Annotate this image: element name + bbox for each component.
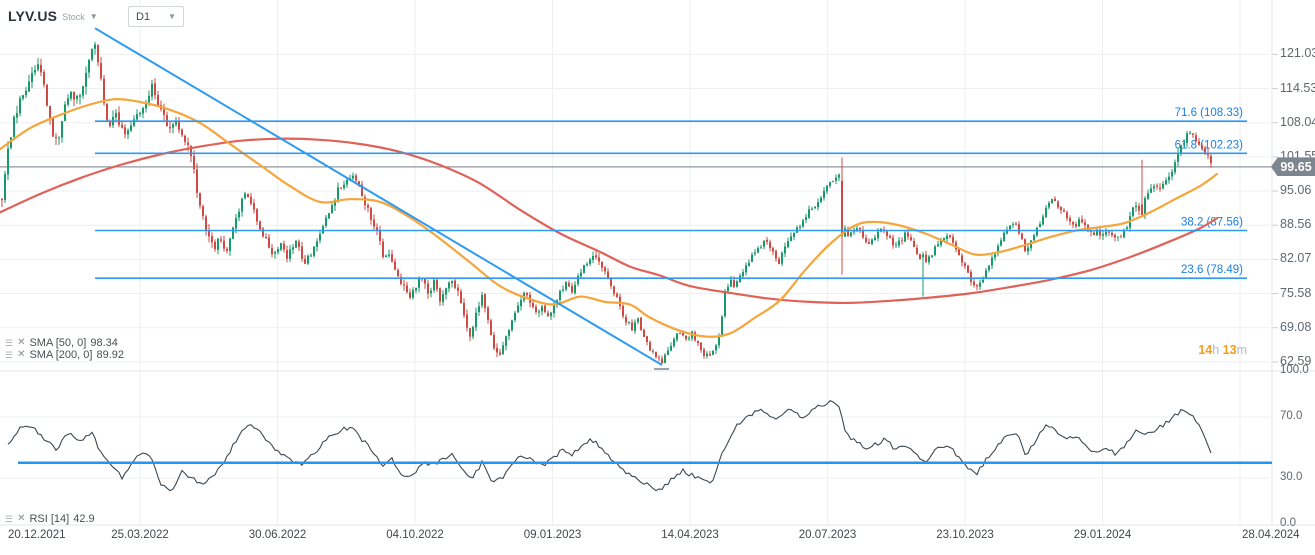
rsi-line xyxy=(7,400,1212,492)
rsi-axis-label: 0.0 xyxy=(1280,516,1296,529)
fib-label: 71.6 (108.33) xyxy=(1175,107,1244,119)
trendline[interactable] xyxy=(94,27,663,366)
date-axis-label: 28.04.2024 xyxy=(1242,529,1300,541)
timeframe-select[interactable]: D1 ▼ xyxy=(128,6,184,27)
sma50-line[interactable] xyxy=(0,98,1219,338)
date-axis-label: 09.01.2023 xyxy=(523,529,582,541)
sma200-line[interactable] xyxy=(0,137,1219,305)
price-axis-label: 114.53 xyxy=(1280,80,1315,95)
date-axis-label: 14.04.2023 xyxy=(661,529,719,541)
fib-label: 61.8 (102.23) xyxy=(1175,139,1244,151)
price-axis-label: 88.56 xyxy=(1280,217,1312,232)
rsi-axis-label: 30.0 xyxy=(1280,471,1303,483)
rsi-axis-label: 100.0 xyxy=(1280,364,1309,377)
legend-value: 89.92 xyxy=(96,349,124,361)
date-axis-label: 23.10.2023 xyxy=(936,529,994,541)
price-axis-label: 108.04 xyxy=(1280,114,1315,129)
date-axis-label: 30.06.2022 xyxy=(248,529,307,541)
indicator-remove-icon[interactable]: ✕ xyxy=(17,349,26,360)
legend-sma200: ☰ ✕ SMA [200, 0] 89.92 xyxy=(5,349,124,361)
indicator-settings-icon[interactable]: ☰ xyxy=(5,513,14,524)
date-axis-label: 04.10.2022 xyxy=(386,529,444,541)
timeframe-value: D1 xyxy=(136,10,151,23)
current-price-value: 99.65 xyxy=(1280,159,1312,174)
legend-value: 42.9 xyxy=(73,513,95,525)
date-axis-label: 25.03.2022 xyxy=(111,529,169,541)
date-axis-label: 29.01.2024 xyxy=(1073,529,1132,541)
price-axis-label: 121.03 xyxy=(1280,46,1315,61)
legend-label: SMA [200, 0] xyxy=(29,349,93,361)
legend-value: 98.34 xyxy=(90,337,118,349)
price-axis-label: 95.06 xyxy=(1280,183,1312,198)
legend-label: SMA [50, 0] xyxy=(29,337,87,349)
date-axis-label: 20.12.2021 xyxy=(8,529,66,541)
price-axis-label: 75.58 xyxy=(1280,285,1312,300)
countdown-minutes-unit: m xyxy=(1236,343,1247,357)
legend-label: RSI [14] xyxy=(29,513,70,525)
current-price-badge: 99.65 xyxy=(1271,157,1315,177)
price-axis-label: 69.08 xyxy=(1280,319,1312,334)
price-axis-label: 82.07 xyxy=(1280,251,1312,266)
countdown-hours-unit: h xyxy=(1212,343,1220,357)
candlestick-layer xyxy=(1,42,1212,364)
rsi-axis-label: 70.0 xyxy=(1280,409,1303,422)
price-axis-label: 62.59 xyxy=(1280,353,1312,368)
instrument-symbol: LYV.US xyxy=(8,8,58,24)
candle-countdown: 14h 13m xyxy=(1198,343,1247,357)
chevron-down-icon[interactable]: ▼ xyxy=(168,12,176,21)
countdown-minutes: 13 xyxy=(1222,343,1237,357)
indicator-remove-icon[interactable]: ✕ xyxy=(17,513,26,524)
instrument-type: Stock xyxy=(62,12,85,22)
chevron-down-icon[interactable]: ▼ xyxy=(89,11,98,21)
legend-rsi: ☰ ✕ RSI [14] 42.9 xyxy=(5,513,95,525)
indicator-settings-icon[interactable]: ☰ xyxy=(5,337,14,348)
indicator-settings-icon[interactable]: ☰ xyxy=(5,349,14,360)
countdown-hours: 14 xyxy=(1198,343,1213,357)
instrument-selector[interactable]: LYV.US Stock ▼ xyxy=(8,8,98,24)
date-axis-label: 20.07.2023 xyxy=(798,529,857,541)
indicator-remove-icon[interactable]: ✕ xyxy=(17,337,26,348)
fib-label: 23.6 (78.49) xyxy=(1181,264,1243,276)
legend-sma50: ☰ ✕ SMA [50, 0] 98.34 xyxy=(5,337,118,349)
